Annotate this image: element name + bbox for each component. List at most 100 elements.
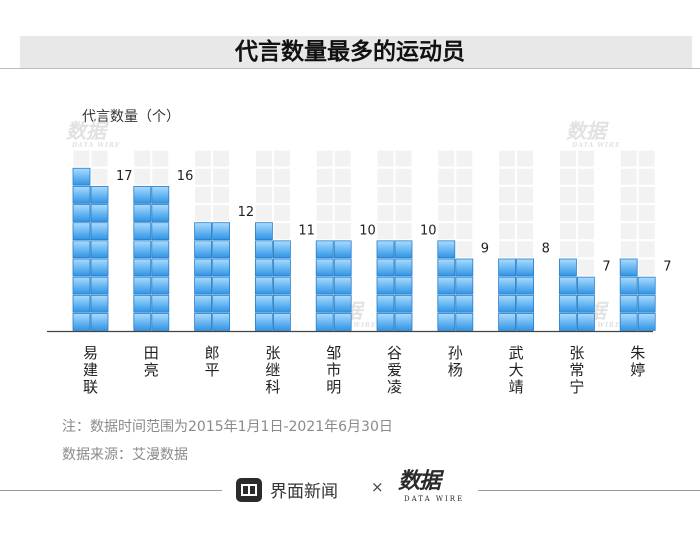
bar-block xyxy=(315,294,334,313)
note-source: 数据来源：艾漫数据 xyxy=(62,447,188,463)
bar-block xyxy=(333,258,352,277)
bar-block xyxy=(212,240,231,259)
bar-track-block xyxy=(516,185,535,204)
bar-group: 16 田亮 xyxy=(133,149,194,379)
bar-track-block xyxy=(619,240,638,259)
datawire-logo-text: 数据 xyxy=(398,468,441,494)
bar-group: 12 郎平 xyxy=(194,149,255,379)
bar-block xyxy=(72,204,91,222)
bar-track-block xyxy=(619,149,638,168)
bar-track-block xyxy=(437,204,456,223)
category-label: 平 xyxy=(205,361,220,379)
datawire-logo-sub: DATA WIRE xyxy=(404,495,465,503)
category-label: 田 xyxy=(144,344,159,362)
bar-block xyxy=(315,240,334,259)
bar-block xyxy=(212,222,231,241)
bar-track-block xyxy=(394,185,413,204)
bar-track-block xyxy=(558,222,577,241)
bar-block xyxy=(333,276,352,295)
bar-block xyxy=(194,276,213,295)
bar-group: 8 武大靖 xyxy=(498,149,550,396)
bar-block xyxy=(577,276,595,295)
bar-block xyxy=(559,258,577,277)
category-label: 朱 xyxy=(630,344,645,362)
bar-track-block xyxy=(455,222,474,241)
bar-track-block xyxy=(151,167,170,186)
bar-block xyxy=(455,276,474,295)
bar-track-block xyxy=(455,149,474,168)
category-label: 郎 xyxy=(205,344,220,362)
jiemian-logo: 界面新闻 xyxy=(236,477,338,502)
bar-block xyxy=(455,258,474,277)
bar-block xyxy=(559,276,577,295)
bar-track-block xyxy=(558,167,577,186)
bar-block xyxy=(498,313,517,331)
y-axis-label: 代言数量（个） xyxy=(82,109,180,125)
bar-value-label: 16 xyxy=(177,169,194,184)
bar-track-block xyxy=(272,185,291,204)
datawire-logo: 数据 DATA WIRE xyxy=(398,467,478,513)
bar-block xyxy=(212,258,231,277)
bar-block xyxy=(151,204,170,222)
bar-value-label: 12 xyxy=(238,205,255,220)
bar-track-block xyxy=(376,185,395,204)
bar-block xyxy=(619,313,638,331)
bar-track-block xyxy=(576,167,595,186)
bar-track-block xyxy=(272,204,291,223)
bar-block xyxy=(133,240,152,259)
bar-block xyxy=(394,240,413,259)
bar-block xyxy=(559,294,577,313)
bar-track-block xyxy=(376,149,395,168)
bar-block xyxy=(194,258,213,277)
bar-block xyxy=(90,313,109,331)
category-label: 市 xyxy=(326,361,341,379)
bar-track-block xyxy=(90,167,109,186)
bar-value-label: 17 xyxy=(116,169,133,184)
bar-value-label: 10 xyxy=(359,223,376,238)
bar-track-block xyxy=(272,222,291,241)
bar-value-label: 8 xyxy=(542,241,550,256)
bar-block xyxy=(151,222,170,241)
bar-track-block xyxy=(516,149,535,168)
bar-track-block xyxy=(619,204,638,223)
bar-block xyxy=(254,240,273,259)
bar-track-block xyxy=(254,167,273,186)
bar-block xyxy=(133,294,152,313)
category-label: 继 xyxy=(265,361,280,379)
bar-group: 7 朱婷 xyxy=(619,149,671,379)
category-label: 孙 xyxy=(448,344,463,362)
bar-track-block xyxy=(394,149,413,168)
category-label: 张 xyxy=(569,344,584,362)
bar-track-block xyxy=(637,204,656,223)
bar-track-block xyxy=(637,167,656,186)
bar-track-block xyxy=(333,204,352,223)
bar-track-block xyxy=(437,185,456,204)
bar-track-block xyxy=(315,222,334,241)
bar-track-block xyxy=(455,185,474,204)
bar-block xyxy=(498,258,517,277)
bar-track-block xyxy=(333,149,352,168)
bar-group: 11 张继科 xyxy=(254,149,315,396)
bar-track-block xyxy=(619,222,638,241)
bar-block xyxy=(498,276,517,295)
bar-block xyxy=(72,185,91,204)
bar-track-block xyxy=(333,222,352,241)
category-label: 亮 xyxy=(144,361,159,379)
bar-track-block xyxy=(498,222,517,241)
bar-track-block xyxy=(558,204,577,223)
bar-block xyxy=(212,276,231,295)
bar-block xyxy=(376,313,395,331)
bar-track-block xyxy=(72,149,91,168)
bar-block xyxy=(194,294,213,313)
bar-block xyxy=(72,294,91,313)
bar-track-block xyxy=(637,149,656,168)
jiemian-brand-text: 界面新闻 xyxy=(270,482,338,502)
bar-block xyxy=(619,276,638,295)
bar-block xyxy=(333,294,352,313)
bar-block xyxy=(272,313,291,331)
bar-block xyxy=(72,258,91,277)
category-label: 联 xyxy=(83,378,98,396)
bar-block xyxy=(516,258,534,277)
bar-track-block xyxy=(194,149,213,168)
